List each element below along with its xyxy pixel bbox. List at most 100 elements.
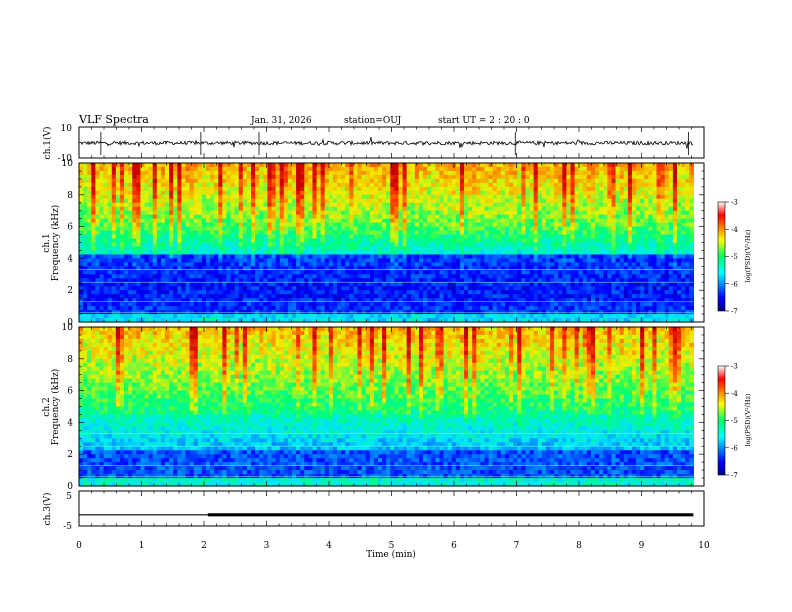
spectrogram-cell bbox=[525, 194, 531, 200]
spectrogram-cell bbox=[455, 258, 461, 263]
spectrogram-cell bbox=[181, 170, 187, 176]
spectrogram-cell bbox=[107, 218, 113, 224]
spectrogram-cell bbox=[165, 282, 170, 287]
spectrogram-cell bbox=[595, 222, 600, 228]
spectrogram-cell bbox=[689, 242, 694, 248]
spectrogram-cell bbox=[169, 186, 174, 192]
spectrogram-cell bbox=[99, 166, 105, 172]
spectrogram-cell bbox=[218, 210, 223, 216]
spectrogram-cell bbox=[304, 266, 309, 271]
spectrogram-cell bbox=[160, 186, 166, 192]
spectrogram-cell bbox=[681, 250, 686, 256]
spectrogram-cell bbox=[197, 262, 203, 267]
spectrogram-cell bbox=[320, 178, 326, 184]
spectrogram-cell bbox=[611, 262, 617, 267]
spectrogram-cell bbox=[136, 166, 142, 172]
spectrogram-cell bbox=[222, 218, 228, 224]
spectrogram-cell bbox=[586, 194, 592, 200]
spectrogram-cell bbox=[304, 234, 309, 240]
spectrogram-cell bbox=[308, 246, 314, 252]
spectrogram-cell bbox=[476, 230, 481, 236]
spectrogram-cell bbox=[144, 286, 150, 291]
spectrogram-cell bbox=[439, 238, 445, 244]
spectrogram-cell bbox=[83, 234, 88, 240]
spectrogram-cell bbox=[603, 182, 608, 188]
spectrogram-cell bbox=[218, 170, 223, 176]
spectrogram-cell bbox=[636, 170, 641, 176]
spectrogram-cell bbox=[115, 174, 121, 180]
spectrogram-cell bbox=[398, 266, 404, 271]
spectrogram-cell bbox=[132, 163, 137, 168]
spectrogram-cell bbox=[320, 258, 326, 263]
spectrogram-cell bbox=[79, 170, 84, 176]
spectrogram-cell bbox=[562, 210, 568, 216]
spectrogram-cell bbox=[447, 230, 453, 236]
spectrogram-cell bbox=[427, 170, 432, 176]
spectrogram-cell bbox=[558, 170, 563, 176]
spectrogram-cell bbox=[468, 194, 473, 200]
spectrogram-cell bbox=[504, 234, 510, 240]
spectrogram-cell bbox=[521, 282, 527, 287]
spectrogram-cell bbox=[107, 282, 113, 287]
spectrogram-cell bbox=[246, 194, 252, 200]
spectrogram-cell bbox=[324, 250, 330, 256]
spectrogram-cell bbox=[140, 278, 146, 283]
spectrogram-cell bbox=[644, 202, 649, 208]
spectrogram-cell bbox=[373, 206, 379, 212]
spectrogram-cell bbox=[156, 238, 162, 244]
spectrogram-cell bbox=[623, 234, 629, 240]
spectrogram-cell bbox=[390, 246, 395, 252]
spectrogram-cell bbox=[423, 198, 428, 204]
spectrogram-cell bbox=[627, 274, 633, 279]
spectrogram-cell bbox=[664, 202, 670, 208]
spectrogram-cell bbox=[173, 186, 178, 192]
spectrogram-cell bbox=[595, 230, 600, 236]
spectrogram-cell bbox=[361, 270, 367, 275]
spectrogram-cell bbox=[578, 170, 584, 176]
spectrogram-cell bbox=[537, 174, 543, 180]
spectrogram-cell bbox=[320, 186, 326, 192]
spectrogram-cell bbox=[291, 186, 297, 192]
spectrogram-cell bbox=[210, 286, 215, 291]
spectrogram-cell bbox=[455, 218, 461, 224]
spectrogram-cell bbox=[328, 190, 334, 196]
spectrogram-cell bbox=[300, 230, 305, 236]
spectrogram-cell bbox=[603, 163, 608, 168]
spectrogram-cell bbox=[455, 206, 461, 212]
spectrogram-cell bbox=[586, 202, 592, 208]
spectrogram-cell bbox=[185, 222, 191, 228]
spectrogram-cell bbox=[169, 234, 174, 240]
spectrogram-cell bbox=[414, 254, 420, 260]
spectrogram-cell bbox=[87, 163, 92, 168]
spectrogram-cell bbox=[296, 282, 301, 287]
spectrogram-cell bbox=[349, 198, 355, 204]
spectrogram-cell bbox=[205, 198, 211, 204]
spectrogram-cell bbox=[316, 262, 322, 267]
spectrogram-cell bbox=[337, 274, 342, 279]
spectrogram-cell bbox=[644, 194, 649, 200]
spectrogram-cell bbox=[373, 230, 379, 236]
spectrogram-cell bbox=[656, 238, 662, 244]
spectrogram-cell bbox=[201, 262, 207, 267]
spectrogram-cell bbox=[492, 226, 498, 232]
spectrogram-cell bbox=[378, 163, 383, 168]
spectrogram-cell bbox=[545, 262, 551, 267]
spectrogram-cell bbox=[410, 206, 416, 212]
spectrogram-cell bbox=[484, 282, 490, 287]
spectrogram-cell bbox=[291, 222, 297, 228]
spectrogram-cell bbox=[652, 270, 658, 275]
spectrogram-cell bbox=[599, 166, 604, 172]
spectrogram-cell bbox=[144, 202, 150, 208]
spectrogram-cell bbox=[668, 182, 674, 188]
spectrogram-cell bbox=[279, 242, 285, 248]
spectrogram-cell bbox=[279, 226, 285, 232]
spectrogram-cell bbox=[484, 234, 490, 240]
spectrogram-cell bbox=[496, 234, 502, 240]
spectrogram-cell bbox=[431, 266, 436, 271]
spectrogram-cell bbox=[169, 210, 174, 216]
spectrogram-cell bbox=[664, 226, 670, 232]
spectrogram-cell bbox=[431, 254, 436, 260]
spectrogram-cell bbox=[525, 186, 531, 192]
spectrogram-cell bbox=[447, 266, 453, 271]
spectrogram-cell bbox=[320, 242, 326, 248]
